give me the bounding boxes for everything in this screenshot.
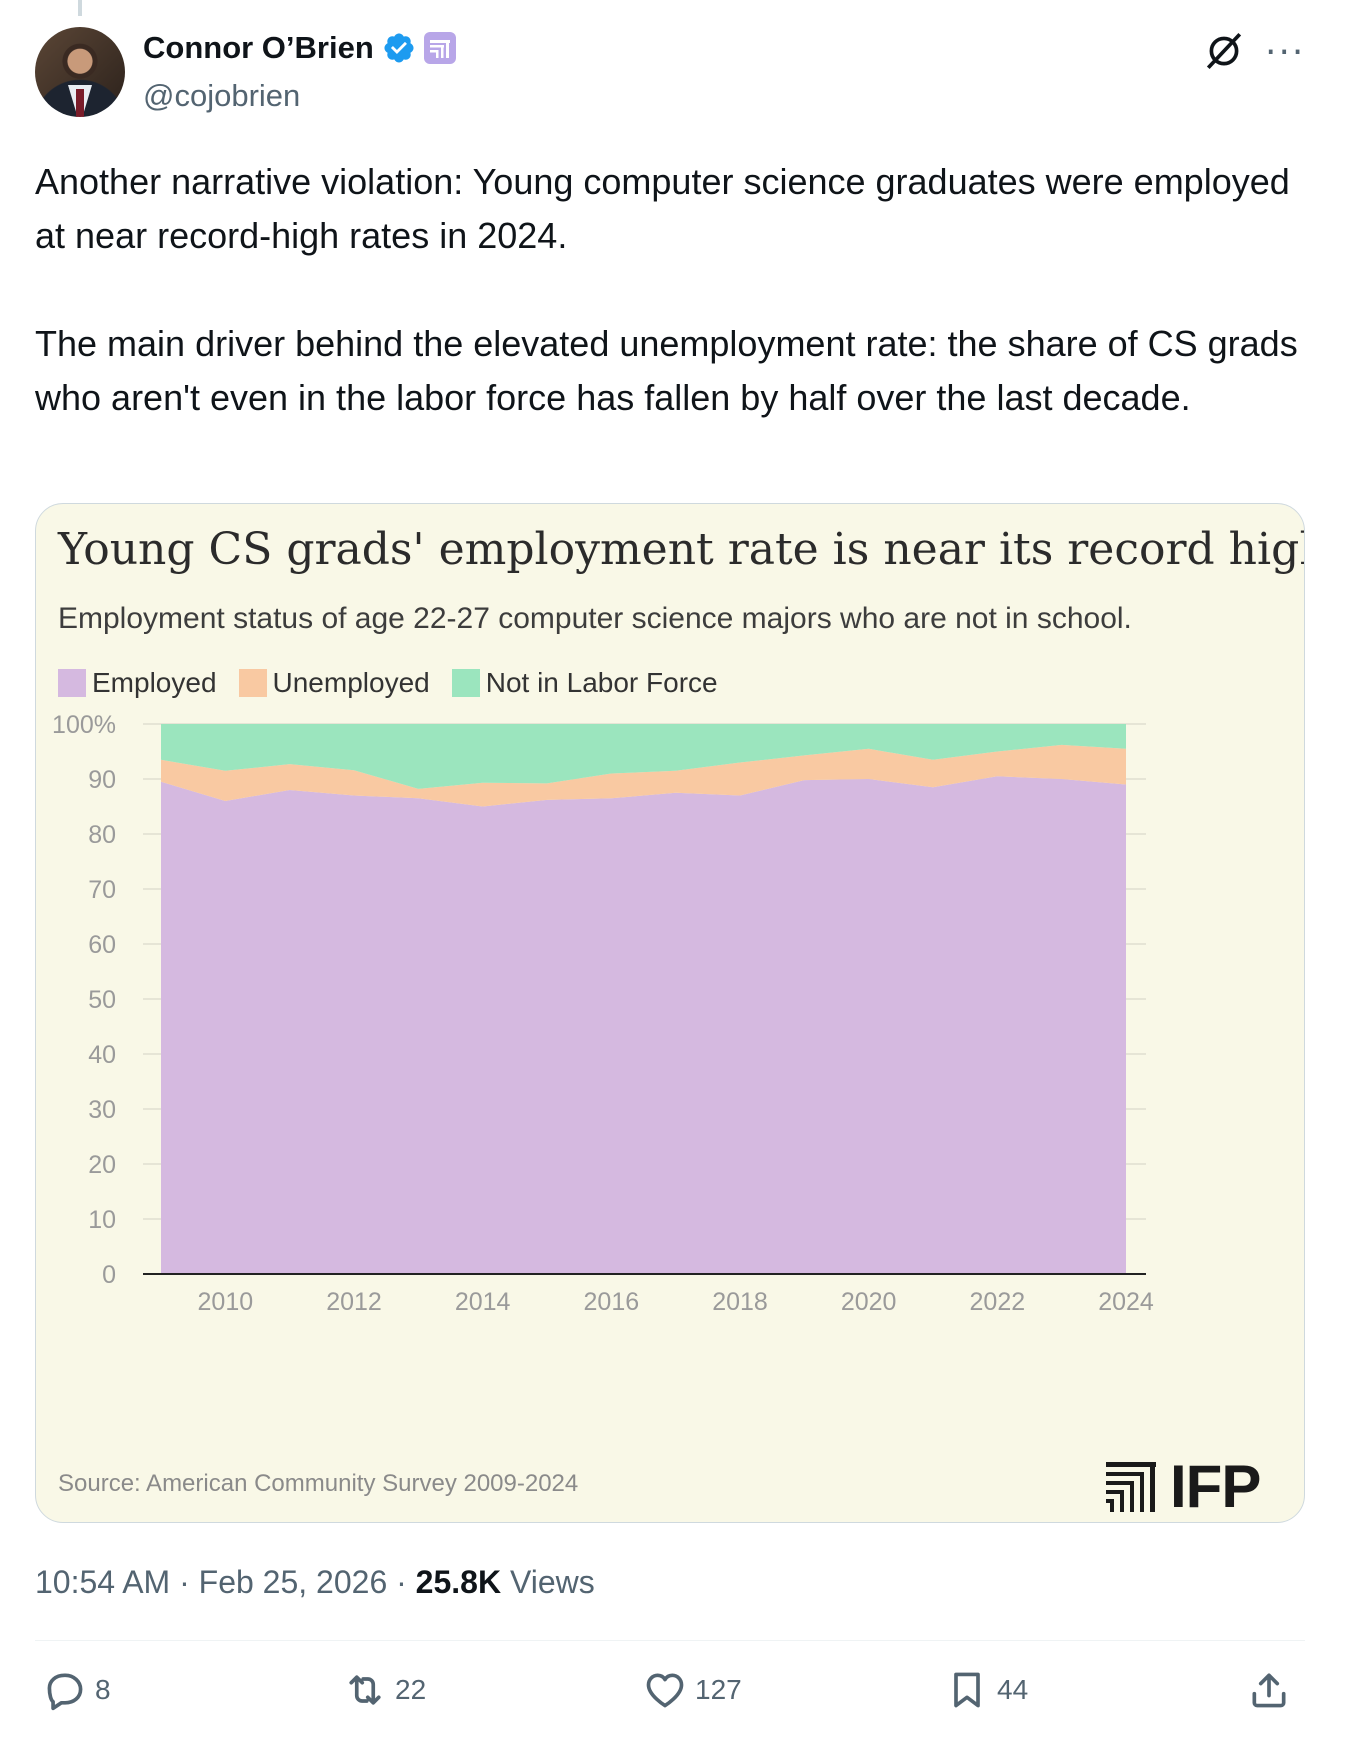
affiliate-badge-icon[interactable]: [423, 32, 456, 64]
y-tick-label: 100%: [52, 711, 116, 739]
repost-count: 22: [395, 1674, 427, 1705]
y-tick-label: 0: [102, 1261, 116, 1289]
bookmark-count: 44: [997, 1674, 1029, 1705]
like-icon: [646, 1673, 684, 1708]
x-tick-label: 2010: [198, 1288, 254, 1316]
bookmark-icon: [954, 1672, 980, 1708]
chart-legend: Employed Unemployed Not in Labor Force: [58, 667, 740, 699]
x-tick-label: 2014: [455, 1288, 511, 1316]
ifp-logo-icon: [1106, 1461, 1156, 1512]
author-handle[interactable]: @cojobrien: [143, 78, 301, 113]
chart-title: Young CS grads' employment rate is near …: [58, 524, 1305, 575]
y-tick-label: 90: [88, 766, 116, 794]
y-tick-label: 40: [88, 1041, 116, 1069]
legend-swatch-employed: [58, 669, 86, 697]
like-button[interactable]: 127: [643, 1668, 742, 1712]
chart-card[interactable]: Young CS grads' employment rate is near …: [35, 503, 1305, 1523]
y-tick-label: 60: [88, 931, 116, 959]
avatar[interactable]: [35, 27, 125, 117]
y-tick-label: 50: [88, 986, 116, 1014]
action-bar: 8 22 127 44: [35, 1662, 1305, 1722]
author-display-name[interactable]: Connor O’Brien: [143, 30, 374, 65]
meta-separator: ·: [179, 1564, 190, 1600]
legend-label-unemployed: Unemployed: [272, 667, 430, 698]
x-tick-label: 2016: [584, 1288, 640, 1316]
avatar-tie: [76, 89, 84, 117]
ifp-logo-text: IFP: [1170, 1453, 1261, 1520]
x-tick-label: 2018: [712, 1288, 768, 1316]
reply-button[interactable]: 8: [43, 1668, 111, 1712]
y-tick-label: 70: [88, 876, 116, 904]
area-unemployed: [161, 744, 1126, 807]
legend-item-unemployed: Unemployed: [238, 667, 430, 699]
legend-swatch-not-in-labor-force: [451, 669, 480, 697]
author-name-row: Connor O’Brien: [143, 30, 456, 66]
y-tick-label: 30: [88, 1096, 116, 1124]
x-tick-label: 2020: [841, 1288, 897, 1316]
reply-count: 8: [95, 1674, 111, 1705]
legend-item-employed: Employed: [58, 667, 217, 699]
divider: [35, 1640, 1305, 1641]
repost-icon: [349, 1675, 381, 1705]
y-tick-label: 80: [88, 821, 116, 849]
repost-button[interactable]: 22: [343, 1668, 426, 1712]
x-tick-label: 2024: [1098, 1288, 1154, 1316]
tweet-meta: 10:54 AM · Feb 25, 2026 · 25.8K Views: [35, 1564, 595, 1601]
y-tick-label: 20: [88, 1151, 116, 1179]
share-icon: [1252, 1673, 1286, 1708]
tweet-date[interactable]: Feb 25, 2026: [198, 1564, 388, 1600]
area-not-in-labor-force: [161, 724, 1126, 789]
legend-item-not-in-labor-force: Not in Labor Force: [451, 667, 718, 699]
views-count: 25.8K: [415, 1564, 502, 1600]
bookmark-button[interactable]: 44: [945, 1668, 1028, 1712]
tweet-time[interactable]: 10:54 AM: [35, 1564, 171, 1600]
ifp-logo: IFP: [1106, 1452, 1261, 1521]
x-tick-label: 2022: [970, 1288, 1026, 1316]
tweet-text: Another narrative violation: Young compu…: [35, 161, 1298, 418]
like-count: 127: [695, 1674, 742, 1705]
chart-subtitle: Employment status of age 22-27 computer …: [58, 602, 1132, 635]
chart-areas: [161, 724, 1126, 1274]
reply-icon: [47, 1673, 83, 1711]
legend-label-employed: Employed: [92, 667, 217, 698]
legend-label-not-in-labor-force: Not in Labor Force: [485, 667, 718, 698]
more-icon[interactable]: ···: [1265, 32, 1306, 73]
meta-separator-2: ·: [396, 1564, 407, 1600]
grok-icon[interactable]: [1203, 30, 1245, 72]
legend-swatch-unemployed: [238, 669, 267, 697]
thread-connector-line: [78, 0, 82, 16]
views-label: Views: [509, 1564, 595, 1600]
chart-source: Source: American Community Survey 2009-2…: [58, 1470, 579, 1497]
verified-badge-icon[interactable]: [382, 31, 416, 65]
area-employed: [161, 776, 1126, 1274]
x-tick-label: 2012: [326, 1288, 382, 1316]
share-button[interactable]: [1247, 1668, 1291, 1712]
y-tick-label: 10: [88, 1206, 116, 1234]
